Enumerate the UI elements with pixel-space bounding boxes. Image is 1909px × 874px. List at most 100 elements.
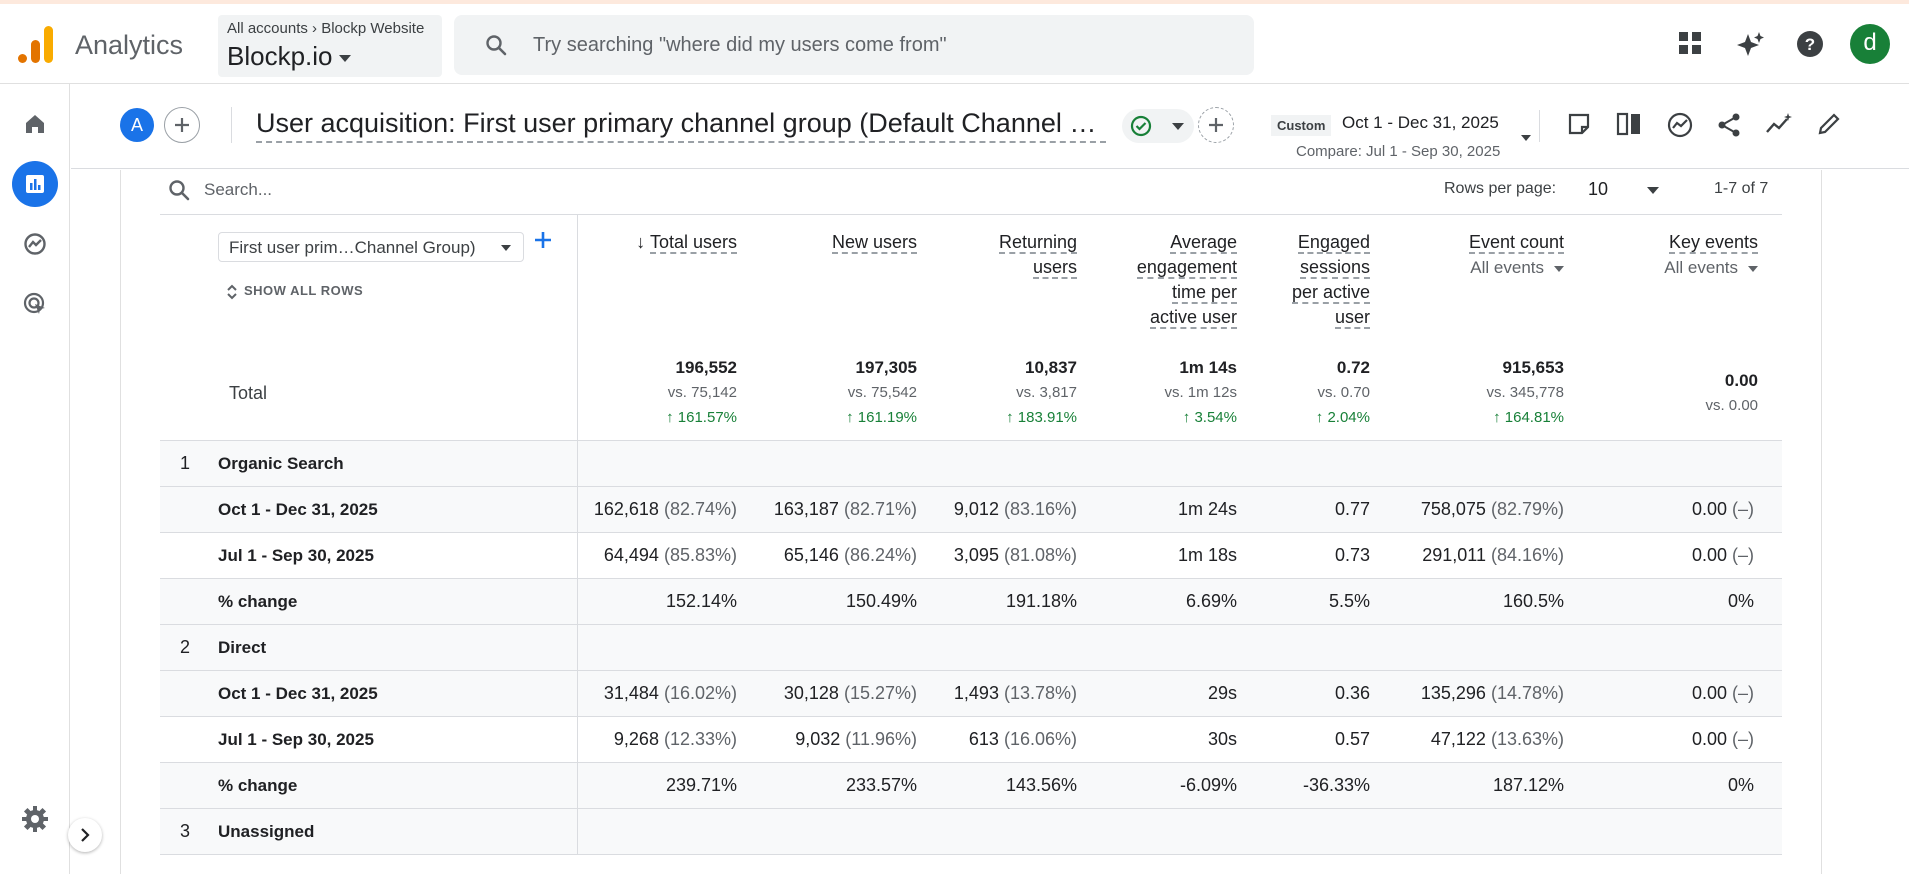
report-status-pill[interactable] bbox=[1122, 109, 1194, 143]
metric-header-label[interactable]: New users bbox=[831, 232, 917, 254]
app-name: Analytics bbox=[75, 30, 184, 60]
table-cell: 5.5% bbox=[1237, 578, 1370, 625]
table-cell: 47,122 (13.63%) bbox=[1370, 716, 1564, 763]
data-table: First user prim…Channel Group) SHOW ALL … bbox=[160, 214, 1782, 855]
metric-header-label[interactable]: Key events All events bbox=[1664, 232, 1758, 277]
add-comparison-button[interactable] bbox=[164, 107, 200, 143]
change-up-indicator: ↑ 161.19% bbox=[846, 409, 917, 426]
rows-per-page-select[interactable]: 10 bbox=[1588, 179, 1609, 199]
table-row[interactable]: % change 239.71% 233.57% 143.56% -6.09% -36.3… bbox=[160, 762, 1782, 809]
caret-down-icon bbox=[338, 54, 351, 62]
metric-header[interactable]: Returning users 10,837 vs. 3,817 ↑ 183.91% bbox=[917, 214, 1077, 441]
user-avatar[interactable]: d bbox=[1850, 24, 1890, 64]
apps-grid-icon[interactable] bbox=[1677, 30, 1703, 56]
nav-reports[interactable] bbox=[12, 161, 58, 207]
account-picker[interactable]: All accounts › Blockp Website Blockp.io bbox=[218, 15, 442, 77]
table-group-row[interactable]: 2 Direct bbox=[160, 624, 1782, 671]
table-row[interactable]: % change 152.14% 150.49% 191.18% 6.69% 5.5% 16… bbox=[160, 578, 1782, 625]
dimension-selector[interactable]: First user prim…Channel Group) bbox=[218, 232, 524, 262]
table-cell: 6.69% bbox=[1077, 578, 1237, 625]
metric-header[interactable]: ↓ Total users 196,552 vs. 75,142 ↑ 161.57% bbox=[577, 214, 737, 441]
metric-header[interactable]: Engaged sessions per active user 0.72 vs. 0.7… bbox=[1237, 214, 1370, 441]
table-cell: 65,146 (86.24%) bbox=[737, 532, 917, 579]
date-caret-icon[interactable] bbox=[1521, 135, 1531, 141]
metric-header-label[interactable]: Returning users bbox=[998, 232, 1077, 279]
add-filter-button[interactable] bbox=[1198, 107, 1234, 143]
explore-icon bbox=[24, 233, 46, 255]
table-row[interactable]: Jul 1 - Sep 30, 2025 9,268 (12.33%) 9,032 … bbox=[160, 716, 1782, 763]
nav-explore[interactable] bbox=[12, 221, 58, 267]
table-cell: 163,187 (82.71%) bbox=[737, 486, 917, 533]
row-label: % change bbox=[160, 762, 578, 809]
table-row[interactable]: Oct 1 - Dec 31, 2025 162,618 (82.74%) 163,… bbox=[160, 486, 1782, 533]
table-group-row[interactable]: 1 Organic Search bbox=[160, 440, 1782, 487]
table-cell: 0.77 bbox=[1237, 486, 1370, 533]
report-title[interactable]: User acquisition: First user primary cha… bbox=[256, 108, 1106, 143]
group-label: 3 Unassigned bbox=[160, 808, 578, 855]
table-row[interactable]: Oct 1 - Dec 31, 2025 31,484 (16.02%) 30,12… bbox=[160, 670, 1782, 717]
analytics-logo[interactable] bbox=[18, 26, 54, 64]
metric-header-label[interactable]: Average engagement time per active user bbox=[1136, 232, 1237, 329]
metric-header[interactable]: Average engagement time per active user 1m 1… bbox=[1077, 214, 1237, 441]
segment-a-badge[interactable]: A bbox=[120, 108, 154, 142]
table-cell: 31,484 (16.02%) bbox=[577, 670, 737, 717]
share-icon[interactable] bbox=[1716, 112, 1742, 138]
search-input[interactable]: Try searching "where did my users come f… bbox=[533, 34, 947, 56]
table-cell: 291,011 (84.16%) bbox=[1370, 532, 1564, 579]
metric-filter-dropdown[interactable]: All events bbox=[1664, 258, 1758, 277]
global-search[interactable]: Try searching "where did my users come f… bbox=[454, 15, 1254, 75]
date-custom-badge: Custom bbox=[1271, 115, 1332, 136]
edit-pencil-icon[interactable] bbox=[1817, 112, 1841, 136]
plus-icon bbox=[1209, 118, 1223, 132]
date-range[interactable]: Oct 1 - Dec 31, 2025 bbox=[1342, 113, 1499, 132]
metric-header-label[interactable]: Engaged sessions per active user bbox=[1291, 232, 1370, 329]
table-cell: 30s bbox=[1077, 716, 1237, 763]
change-up-indicator: ↑ 183.91% bbox=[1006, 409, 1077, 426]
svg-text:?: ? bbox=[1805, 35, 1815, 54]
nav-home[interactable] bbox=[12, 101, 58, 147]
metric-header-label[interactable]: ↓ Total users bbox=[636, 232, 737, 254]
top-accent-strip bbox=[0, 0, 1909, 4]
change-up-indicator: ↑ 2.04% bbox=[1315, 409, 1370, 426]
arrow-up-icon: ↑ bbox=[846, 409, 858, 426]
add-dimension-plus-icon[interactable] bbox=[532, 229, 554, 251]
help-icon[interactable]: ? bbox=[1796, 30, 1824, 58]
show-all-rows-button[interactable]: SHOW ALL ROWS bbox=[226, 283, 363, 300]
metric-header[interactable]: Event count All events 915,653 vs. 345,778 ↑… bbox=[1370, 214, 1564, 441]
metric-header[interactable]: New users 197,305 vs. 75,542 ↑ 161.19% bbox=[737, 214, 917, 441]
metric-header[interactable]: Key events All events 0.00 vs. 0.00 bbox=[1564, 214, 1782, 441]
table-cell: 1m 18s bbox=[1077, 532, 1237, 579]
caret-down-icon bbox=[1748, 265, 1758, 272]
group-label: 2 Direct bbox=[160, 624, 578, 671]
nav-advertising[interactable] bbox=[12, 281, 58, 327]
row-label: Oct 1 - Dec 31, 2025 bbox=[160, 486, 578, 533]
table-cell: 758,075 (82.79%) bbox=[1370, 486, 1564, 533]
insights-icon[interactable] bbox=[1667, 112, 1693, 138]
table-cell: 135,296 (14.78%) bbox=[1370, 670, 1564, 717]
table-row[interactable]: Jul 1 - Sep 30, 2025 64,494 (85.83%) 65,14… bbox=[160, 532, 1782, 579]
top-bar: Analytics All accounts › Blockp Website … bbox=[0, 4, 1909, 84]
table-search-input[interactable]: Search... bbox=[204, 180, 273, 199]
expand-nav-button[interactable] bbox=[68, 818, 102, 852]
caret-down-icon[interactable] bbox=[1647, 187, 1659, 194]
table-group-row[interactable]: 3 Unassigned bbox=[160, 808, 1782, 855]
total-value: 1m 14s vs. 1m 12s ↑ 3.54% bbox=[1164, 355, 1237, 430]
sparkle-insights-icon[interactable] bbox=[1736, 30, 1766, 60]
breadcrumb-property: Blockp Website bbox=[321, 20, 425, 37]
total-value: 0.72 vs. 0.70 ↑ 2.04% bbox=[1316, 355, 1370, 430]
metric-filter-dropdown[interactable]: All events bbox=[1470, 258, 1564, 277]
settings-gear-icon[interactable] bbox=[22, 806, 48, 832]
metric-header-label[interactable]: Event count All events bbox=[1468, 232, 1564, 277]
search-icon bbox=[486, 35, 507, 56]
table-cell: 0.36 bbox=[1237, 670, 1370, 717]
home-icon bbox=[26, 115, 44, 133]
table-cell: 239.71% bbox=[577, 762, 737, 809]
compare-columns-icon[interactable] bbox=[1616, 112, 1642, 136]
row-label: Jul 1 - Sep 30, 2025 bbox=[160, 532, 578, 579]
table-cell: 64,494 (85.83%) bbox=[577, 532, 737, 579]
expand-vertical-icon bbox=[227, 284, 237, 299]
trend-sparkle-icon[interactable] bbox=[1765, 112, 1793, 136]
date-compare[interactable]: Compare: Jul 1 - Sep 30, 2025 bbox=[1296, 143, 1501, 160]
note-icon[interactable] bbox=[1567, 112, 1591, 136]
table-cell: 30,128 (15.27%) bbox=[737, 670, 917, 717]
